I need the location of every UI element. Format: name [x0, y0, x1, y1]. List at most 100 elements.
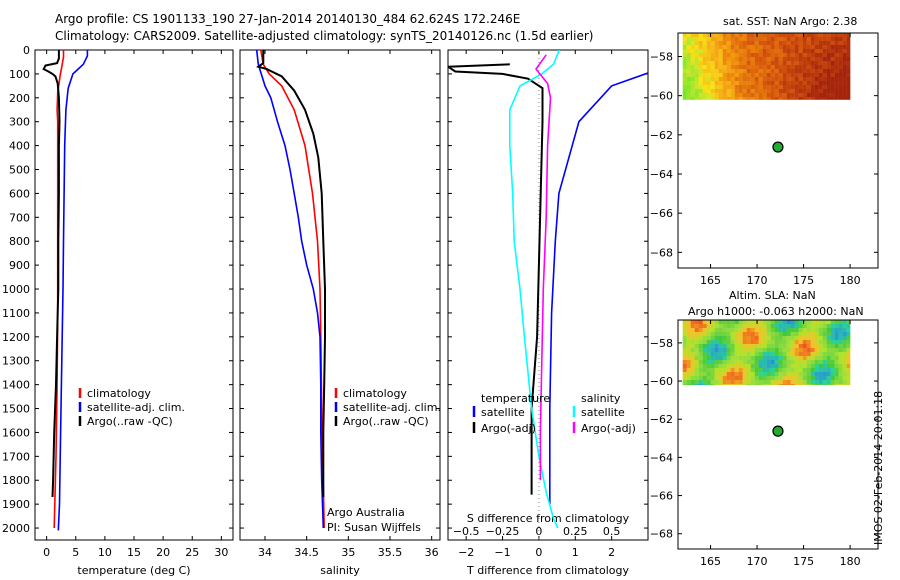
heatmap-cell	[734, 53, 739, 58]
heatmap-cell	[750, 77, 755, 82]
heatmap-cell	[762, 61, 767, 66]
heatmap-cell	[838, 348, 843, 353]
heatmap-cell	[782, 97, 787, 100]
heatmap-cell	[826, 65, 831, 70]
heatmap-cell	[758, 81, 763, 86]
heatmap-cell	[762, 356, 767, 361]
heatmap-cell	[814, 53, 819, 58]
heatmap-cell	[686, 348, 691, 353]
heatmap-cell	[746, 384, 751, 386]
heatmap-cell	[814, 61, 819, 66]
heatmap-cell	[722, 324, 727, 329]
heatmap-cell	[710, 352, 715, 357]
heatmap-cell	[742, 352, 747, 357]
top-x-tick-label: 0.25	[563, 525, 588, 538]
heatmap-cell	[782, 93, 787, 98]
heatmap-cell	[806, 376, 811, 381]
heatmap-cell	[778, 344, 783, 349]
x-tick-label: 5	[72, 546, 79, 559]
heatmap-cell	[734, 45, 739, 50]
heatmap-cell	[718, 97, 723, 100]
heatmap-cell	[790, 336, 795, 341]
heatmap-cell	[702, 368, 707, 373]
heatmap-cell	[690, 57, 695, 62]
heatmap-cell	[694, 61, 699, 66]
heatmap-cell	[766, 77, 771, 82]
heatmap-cell	[702, 340, 707, 345]
heatmap-cell	[746, 73, 751, 78]
heatmap-cell	[806, 352, 811, 357]
heatmap-cell	[814, 73, 819, 78]
heatmap-cell	[750, 344, 755, 349]
heatmap-cell	[766, 53, 771, 58]
argo-float-marker	[772, 141, 784, 153]
heatmap-cell	[758, 332, 763, 337]
heatmap-cell	[734, 81, 739, 86]
heatmap-cell	[694, 332, 699, 337]
heatmap-cell	[694, 368, 699, 373]
heatmap-cell	[762, 348, 767, 353]
heatmap-cell	[790, 45, 795, 50]
heatmap-cell	[782, 65, 787, 70]
heatmap-cell	[834, 332, 839, 337]
heatmap-cell	[778, 384, 783, 386]
heatmap-cell	[842, 356, 847, 361]
heatmap-cell	[846, 89, 851, 94]
heatmap-cell	[698, 65, 703, 70]
heatmap-cell	[834, 49, 839, 54]
heatmap-cell	[766, 360, 771, 365]
heatmap-cell	[826, 384, 831, 386]
heatmap-cell	[754, 332, 759, 337]
heatmap-cell	[774, 57, 779, 62]
heatmap-cell	[718, 93, 723, 98]
heatmap-cell	[822, 384, 827, 386]
heatmap-cell	[798, 97, 803, 100]
heatmap-cell	[810, 49, 815, 54]
heatmap-cell	[750, 41, 755, 46]
heatmap-cell	[794, 356, 799, 361]
heatmap-cell	[830, 33, 835, 38]
heatmap-cell	[754, 340, 759, 345]
heatmap-cell	[794, 332, 799, 337]
heatmap-cell	[802, 356, 807, 361]
heatmap-cell	[690, 81, 695, 86]
heatmap-cell	[830, 89, 835, 94]
heatmap-cell	[758, 360, 763, 365]
heatmap-cell	[706, 364, 711, 369]
heatmap-cell	[842, 85, 847, 90]
heatmap-cell	[738, 53, 743, 58]
heatmap-cell	[846, 328, 851, 333]
heatmap-cell	[762, 324, 767, 329]
profile-title: Argo profile: CS 1901133_190 27-Jan-2014…	[55, 12, 521, 26]
heatmap-cell	[794, 57, 799, 62]
heatmap-cell	[766, 65, 771, 70]
heatmap-cell	[742, 336, 747, 341]
heatmap-cell	[722, 61, 727, 66]
heatmap-cell	[738, 376, 743, 381]
heatmap-cell	[826, 320, 831, 325]
heatmap-cell	[774, 89, 779, 94]
heatmap-cell	[754, 65, 759, 70]
heatmap-cell	[810, 93, 815, 98]
heatmap-cell	[822, 89, 827, 94]
heatmap-cell	[710, 85, 715, 90]
heatmap-cell	[794, 85, 799, 90]
heatmap-cell	[730, 324, 735, 329]
heatmap-cell	[834, 328, 839, 333]
heatmap-cell	[774, 41, 779, 46]
heatmap-cell	[706, 340, 711, 345]
heatmap-cell	[842, 360, 847, 365]
heatmap-cell	[846, 85, 851, 90]
heatmap-cell	[738, 89, 743, 94]
heatmap-cell	[778, 49, 783, 54]
heatmap-cell	[838, 384, 843, 386]
heatmap-cell	[834, 65, 839, 70]
heatmap-cell	[818, 45, 823, 50]
heatmap-cell	[746, 364, 751, 369]
heatmap-cell	[822, 53, 827, 58]
heatmap-cell	[718, 57, 723, 62]
y-tick-label: 100	[9, 68, 30, 81]
heatmap-cell	[706, 77, 711, 82]
heatmap-cell	[718, 53, 723, 58]
heatmap-cell	[746, 360, 751, 365]
